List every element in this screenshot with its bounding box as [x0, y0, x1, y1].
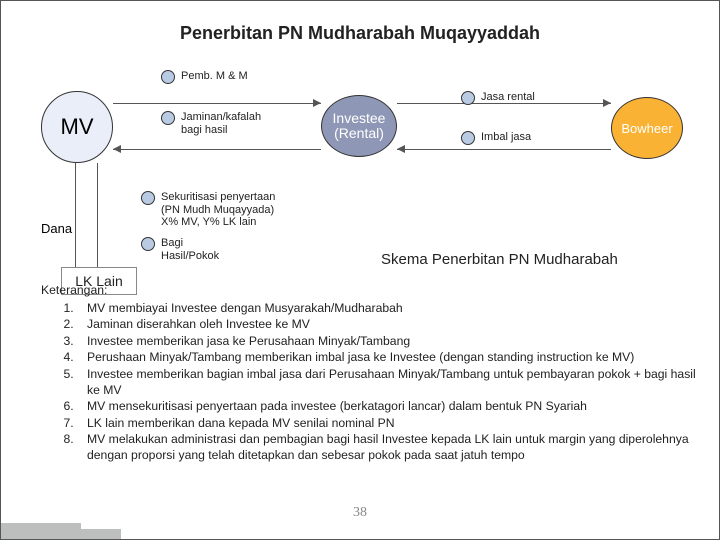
label-bagi-hasil: Bagi Hasil/Pokok	[141, 237, 219, 262]
slide-title: Penerbitan PN Mudharabah Muqayyaddah	[1, 23, 719, 44]
keterangan-block: Keterangan: MV membiayai Investee dengan…	[41, 283, 697, 465]
dot-icon	[141, 191, 155, 205]
keterangan-item: MV melakukan administrasi dan pembagian …	[77, 432, 697, 463]
keterangan-item: Perushaan Minyak/Tambang memberikan imba…	[77, 350, 697, 366]
keterangan-item: LK lain memberikan dana kepada MV senila…	[77, 416, 697, 432]
label-imbal-text: Imbal jasa	[481, 131, 531, 144]
dana-label: Dana	[41, 221, 72, 236]
keterangan-item: Investee memberikan bagian imbal jasa da…	[77, 367, 697, 398]
node-bowheer-label: Bowheer	[621, 121, 672, 136]
label-sekuritisasi-text: Sekuritisasi penyertaan (PN Mudh Muqayya…	[161, 191, 275, 229]
keterangan-list: MV membiayai Investee dengan Musyarakah/…	[41, 301, 697, 464]
line-mv-inv-bot	[113, 149, 321, 150]
skema-caption: Skema Penerbitan PN Mudharabah	[381, 251, 618, 268]
page-number: 38	[1, 505, 719, 521]
label-jaminan: Jaminan/kafalah bagi hasil	[161, 111, 261, 136]
label-sekuritisasi: Sekuritisasi penyertaan (PN Mudh Muqayya…	[141, 191, 275, 229]
arrow-inv-bow-top	[603, 99, 611, 107]
arrow-inv-mv-bot	[113, 145, 121, 153]
keterangan-item: Investee memberikan jasa ke Perusahaan M…	[77, 334, 697, 350]
keterangan-heading: Keterangan:	[41, 283, 697, 299]
line-inv-bow-bot	[397, 149, 611, 150]
dot-icon	[141, 237, 155, 251]
arrow-mv-inv-top	[313, 99, 321, 107]
keterangan-item: MV mensekuritisasi penyertaan pada inves…	[77, 399, 697, 415]
label-bagi-text: Bagi Hasil/Pokok	[161, 237, 219, 262]
slide-container: Penerbitan PN Mudharabah Muqayyaddah MV …	[0, 0, 720, 540]
footer-accent-2	[1, 523, 81, 529]
dot-icon	[461, 131, 475, 145]
dot-icon	[161, 111, 175, 125]
keterangan-item: MV membiayai Investee dengan Musyarakah/…	[77, 301, 697, 317]
label-jaminan-text: Jaminan/kafalah bagi hasil	[181, 111, 261, 136]
node-investee-l2: (Rental)	[334, 126, 384, 141]
label-jasa-text: Jasa rental	[481, 91, 535, 104]
footer-accent-1	[1, 529, 121, 539]
node-bowheer: Bowheer	[611, 97, 683, 159]
node-mv-label: MV	[61, 114, 94, 140]
line-mv-lk-left	[75, 163, 76, 267]
arrow-bow-inv-bot	[397, 145, 405, 153]
label-imbal: Imbal jasa	[461, 131, 531, 145]
node-investee: Investee (Rental)	[321, 95, 397, 157]
keterangan-item: Jaminan diserahkan oleh Investee ke MV	[77, 317, 697, 333]
line-mv-inv-top	[113, 103, 321, 104]
node-investee-l1: Investee	[333, 111, 386, 126]
node-mv: MV	[41, 91, 113, 163]
label-pemb: Pemb. M & M	[161, 70, 248, 84]
dot-icon	[461, 91, 475, 105]
line-mv-lk-right	[97, 163, 98, 267]
label-pemb-text: Pemb. M & M	[181, 70, 248, 83]
diagram-area: MV Investee (Rental) Bowheer LK Lain Dan…	[41, 71, 681, 251]
dot-icon	[161, 70, 175, 84]
label-jasa: Jasa rental	[461, 91, 535, 105]
